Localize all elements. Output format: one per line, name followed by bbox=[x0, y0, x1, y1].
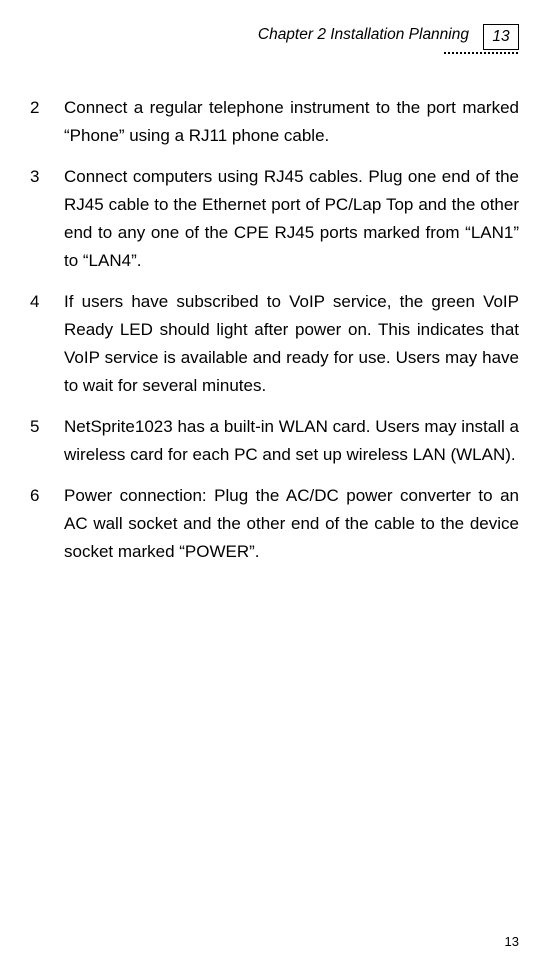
item-text: NetSprite1023 has a built-in WLAN card. … bbox=[64, 413, 519, 469]
item-number: 3 bbox=[30, 163, 64, 191]
item-number: 2 bbox=[30, 94, 64, 122]
page-header: Chapter 2 Installation Planning 13 bbox=[30, 24, 519, 50]
page-number-bottom: 13 bbox=[505, 934, 519, 949]
chapter-title: Chapter 2 Installation Planning bbox=[258, 24, 469, 44]
list-item: 4 If users have subscribed to VoIP servi… bbox=[30, 288, 519, 400]
page-number-top: 13 bbox=[492, 28, 509, 46]
list-item: 3 Connect computers using RJ45 cables. P… bbox=[30, 163, 519, 275]
item-text: Connect computers using RJ45 cables. Plu… bbox=[64, 163, 519, 275]
item-text: Power connection: Plug the AC/DC power c… bbox=[64, 482, 519, 566]
list-item: 5 NetSprite1023 has a built-in WLAN card… bbox=[30, 413, 519, 469]
list-item: 6 Power connection: Plug the AC/DC power… bbox=[30, 482, 519, 566]
item-text: If users have subscribed to VoIP service… bbox=[64, 288, 519, 400]
list-item: 2 Connect a regular telephone instrument… bbox=[30, 94, 519, 150]
item-number: 5 bbox=[30, 413, 64, 441]
page-number-box: 13 bbox=[483, 24, 519, 50]
item-number: 4 bbox=[30, 288, 64, 316]
item-number: 6 bbox=[30, 482, 64, 510]
item-text: Connect a regular telephone instrument t… bbox=[64, 94, 519, 150]
content-list: 2 Connect a regular telephone instrument… bbox=[30, 94, 519, 566]
